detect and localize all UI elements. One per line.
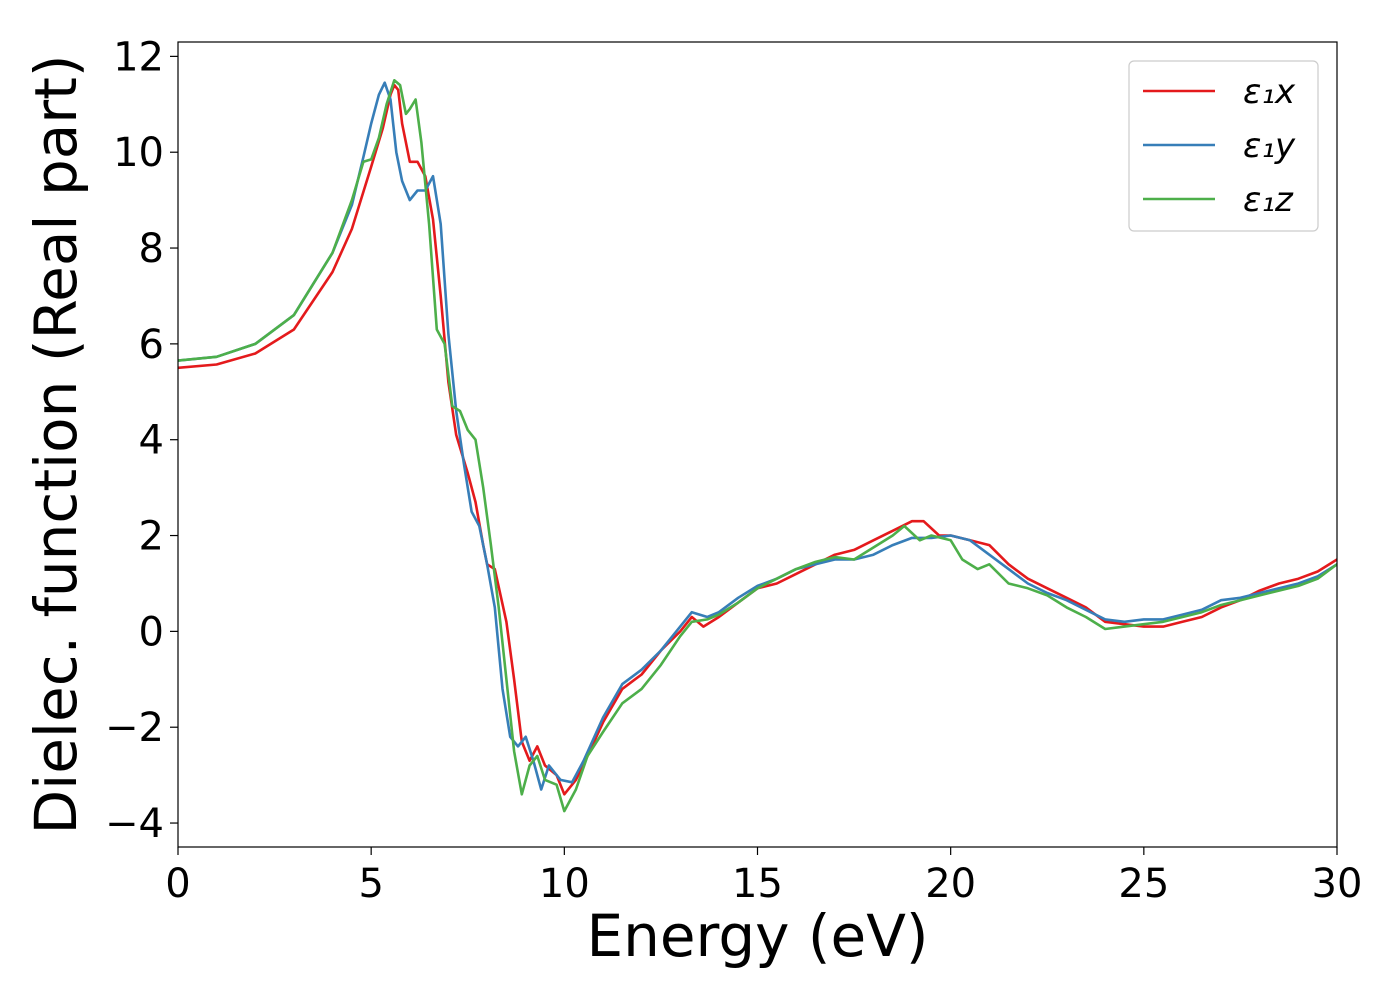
- series-line-1: [178, 81, 1337, 791]
- y-axis-ticks: −4 −2 0 2 4 6 8 10 12: [105, 34, 178, 847]
- x-tick-label: 5: [358, 861, 383, 907]
- y-tick-label: 6: [139, 322, 164, 368]
- legend-label-1: ε₁y: [1243, 126, 1296, 166]
- legend-label-0: ε₁x: [1243, 72, 1296, 112]
- y-tick-label: 4: [139, 418, 164, 464]
- y-tick-label: −2: [105, 705, 164, 751]
- plot-lines: [178, 79, 1337, 813]
- x-tick-label: 25: [1118, 861, 1169, 907]
- legend-label-2: ε₁z: [1243, 180, 1294, 220]
- y-tick-label: 8: [139, 226, 164, 272]
- x-axis-ticks: 0 5 10 15 20 25 30: [165, 847, 1362, 907]
- legend: ε₁x ε₁y ε₁z: [1128, 60, 1319, 232]
- series-line-2: [178, 79, 1337, 813]
- x-tick-label: 15: [732, 861, 783, 907]
- x-tick-label: 0: [165, 861, 190, 907]
- x-tick-label: 20: [925, 861, 976, 907]
- x-tick-label: 30: [1312, 861, 1363, 907]
- y-tick-label: −4: [105, 801, 164, 847]
- y-tick-label: 10: [113, 130, 164, 176]
- legend-box: [1128, 60, 1319, 232]
- x-tick-label: 10: [539, 861, 590, 907]
- y-tick-label: 2: [139, 514, 164, 560]
- y-axis-title: Dielec. function (Real part): [22, 54, 90, 834]
- x-axis-title: Energy (eV): [586, 902, 928, 970]
- y-tick-label: 12: [113, 34, 164, 80]
- y-tick-label: 0: [139, 609, 164, 655]
